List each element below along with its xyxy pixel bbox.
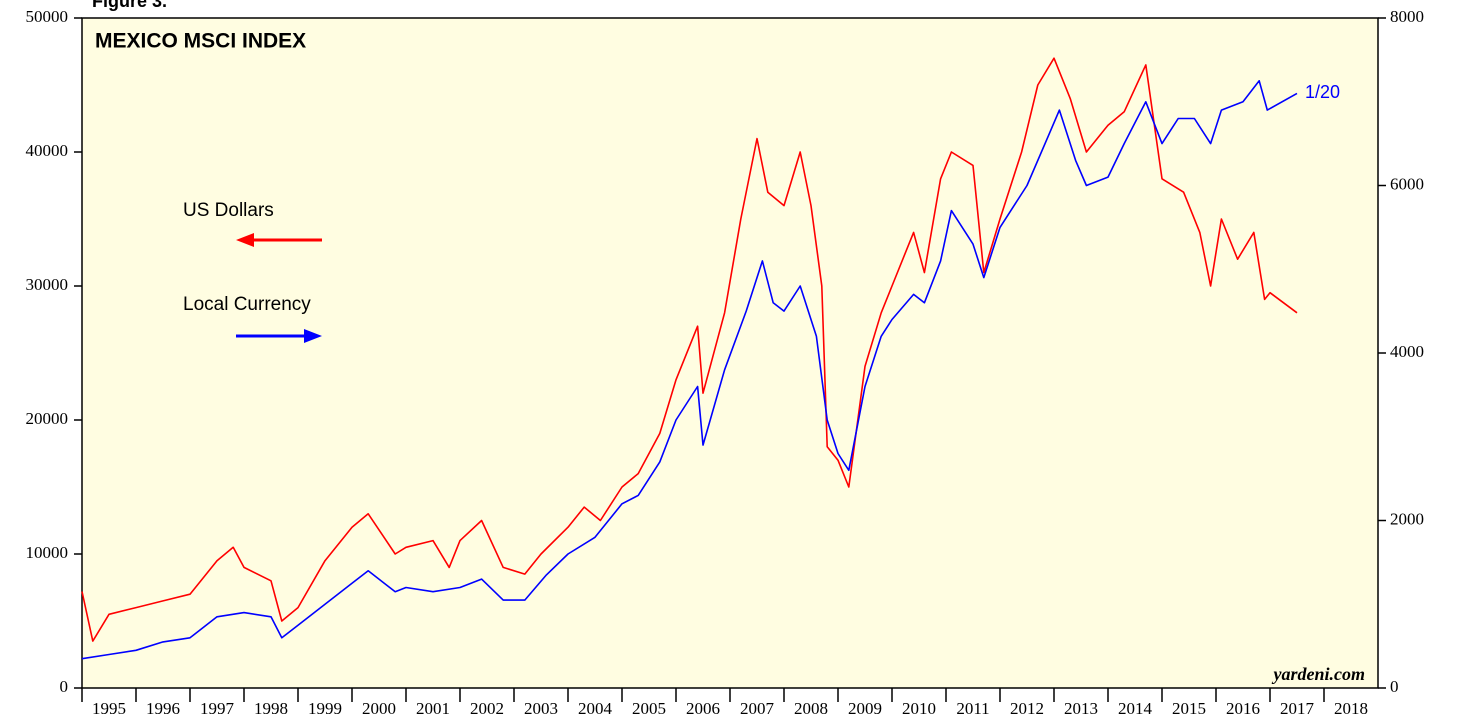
x-tick-label: 2012	[1010, 699, 1044, 718]
x-tick-label: 2013	[1064, 699, 1098, 718]
x-tick-label: 2015	[1172, 699, 1206, 718]
y-tick-label: 30000	[26, 275, 69, 294]
source: yardeni.com	[1272, 664, 1366, 684]
x-tick-label: 2004	[578, 699, 613, 718]
y2-tick-label: 2000	[1390, 509, 1424, 528]
annotation: 1/20	[1305, 82, 1340, 102]
x-tick-label: 2000	[362, 699, 396, 718]
y-tick-label: 50000	[26, 7, 69, 26]
x-tick-label: 1996	[146, 699, 180, 718]
y-tick-label: 20000	[26, 409, 69, 428]
x-tick-label: 2006	[686, 699, 720, 718]
legend-arrow	[236, 329, 322, 343]
x-tick-label: 1999	[308, 699, 342, 718]
x-tick-label: 2017	[1280, 699, 1315, 718]
x-tick-label: 2016	[1226, 699, 1260, 718]
y2-tick-label: 6000	[1390, 174, 1424, 193]
x-tick-label: 2005	[632, 699, 666, 718]
legend-label: US Dollars	[183, 200, 274, 221]
x-tick-label: 2009	[848, 699, 882, 718]
y-tick-label: 0	[60, 677, 69, 696]
x-tick-label: 1998	[254, 699, 288, 718]
x-tick-label: 2008	[794, 699, 828, 718]
x-tick-label: 2001	[416, 699, 450, 718]
y2-tick-label: 8000	[1390, 7, 1424, 26]
chart-title: MEXICO MSCI INDEX	[95, 30, 306, 53]
x-tick-label: 2014	[1118, 699, 1153, 718]
legend-arrow	[236, 233, 322, 247]
y-tick-label: 40000	[26, 141, 69, 160]
x-tick-label: 1995	[92, 699, 126, 718]
y2-tick-label: 0	[1390, 677, 1399, 696]
x-tick-label: 2018	[1334, 699, 1368, 718]
x-tick-label: 2007	[740, 699, 775, 718]
x-tick-label: 2002	[470, 699, 504, 718]
x-tick-label: 2003	[524, 699, 558, 718]
legend-label: Local Currency	[183, 294, 311, 315]
series-line	[81, 80, 1298, 660]
x-tick-label: 1997	[200, 699, 235, 718]
figure-label: Figure 3.	[92, 0, 167, 11]
x-tick-label: 2010	[902, 699, 936, 718]
y2-tick-label: 4000	[1390, 342, 1424, 361]
y-tick-label: 10000	[26, 543, 69, 562]
series-line	[81, 57, 1298, 642]
x-tick-label: 2011	[956, 699, 989, 718]
